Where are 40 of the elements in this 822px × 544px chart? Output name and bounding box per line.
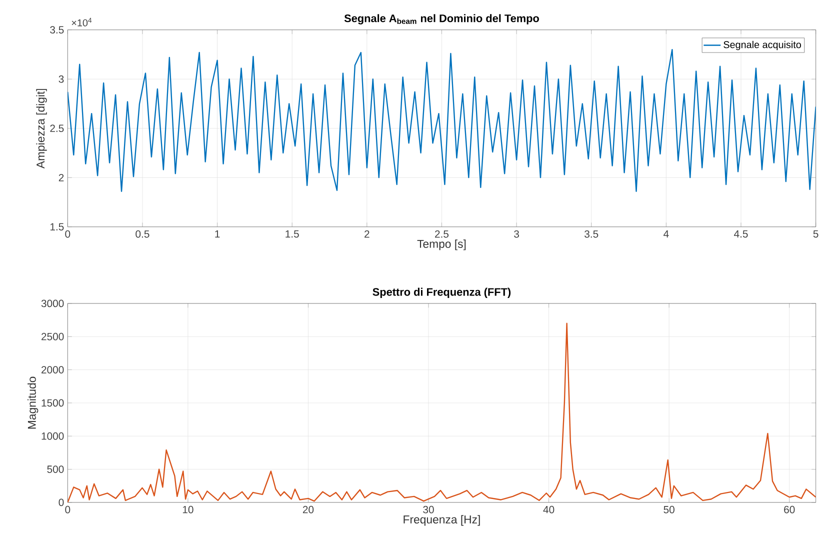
y-tick-label: 2 — [58, 174, 64, 182]
x-tick-label: 2 — [364, 230, 370, 238]
x-tick-label: 2.5 — [435, 230, 449, 238]
chart-title: Segnale A$_{beam}$ nel Dominio del Tempo — [344, 14, 539, 24]
x-tick-label: 0 — [65, 230, 70, 238]
y-tick-label: 2500 — [42, 332, 64, 340]
text: ×10$^{4}$ — [72, 18, 92, 26]
line-series — [68, 322, 816, 502]
y-tick-label: 3000 — [41, 300, 64, 308]
x-tick-label: 40 — [543, 506, 554, 514]
x-tick-label: 5 — [813, 230, 818, 238]
x-tick-label: 20 — [302, 506, 314, 514]
y-tick-label: 1000 — [42, 432, 64, 440]
x-tick-label: 3.5 — [584, 230, 598, 238]
y-tick-label: 0 — [58, 498, 64, 506]
y-axis-title: Ampiezza [digit] — [36, 88, 47, 168]
y-tick-label: 500 — [47, 465, 64, 473]
x-axis-title: Frequenza [Hz] — [404, 515, 480, 526]
y-tick-label: 2.5 — [50, 124, 64, 132]
y-tick-label: 2000 — [42, 366, 64, 374]
x-tick-label: 10 — [182, 506, 194, 514]
x-tick-label: 3 — [514, 230, 519, 238]
y-axis-title: Magnitudo — [28, 376, 38, 429]
y-tick-label: 3.5 — [50, 26, 64, 34]
x-tick-label: 4.5 — [734, 230, 748, 238]
chart-title: Spettro di Frequenza (FFT) — [372, 288, 511, 298]
x-tick-label: 4 — [664, 230, 669, 238]
x-axis-title: Tempo [s] — [417, 239, 466, 250]
x-tick-label: 1.5 — [286, 230, 299, 238]
x-tick-label: 0 — [65, 506, 70, 514]
y-tick-label: 3 — [58, 75, 64, 83]
line-series — [68, 48, 816, 192]
y-tick-label: 1500 — [42, 399, 64, 407]
legend-label: Segnale acquisito — [724, 40, 801, 50]
y-tick-label: 1.5 — [50, 223, 64, 230]
x-tick-label: 1 — [215, 230, 220, 238]
x-tick-label: 30 — [423, 506, 434, 514]
x-tick-label: 0.5 — [136, 230, 150, 238]
x-tick-label: 60 — [784, 506, 795, 514]
x-tick-label: 50 — [664, 506, 674, 514]
